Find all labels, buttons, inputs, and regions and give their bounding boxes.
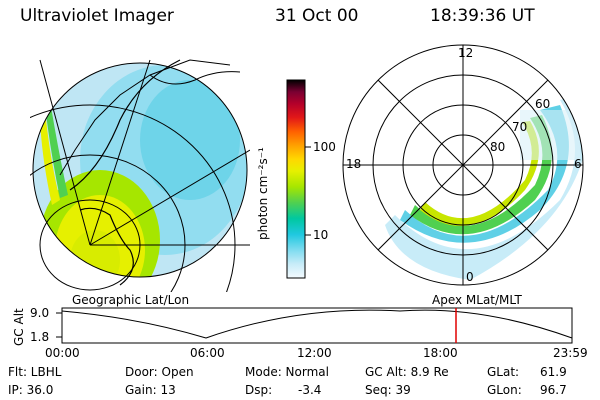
- date-label: 31 Oct 00: [275, 6, 359, 26]
- mlt-label-18: 18: [346, 157, 362, 171]
- right-projection-label: Apex MLat/MLT: [432, 293, 522, 307]
- info-glon-value: 96.7: [540, 383, 567, 397]
- timeline-axis-label: GC Alt: [12, 308, 26, 346]
- mlat-label-60: 60: [535, 97, 551, 111]
- colorbar-gradient: [286, 79, 306, 279]
- mlat-label-80: 80: [490, 140, 506, 154]
- left-projection-label: Geographic Lat/Lon: [72, 293, 190, 307]
- colorbar-label-10: 10: [313, 228, 329, 242]
- timeline-y-low: 1.8: [30, 330, 50, 344]
- info-dsp-label: Dsp:: [245, 383, 273, 397]
- mlt-label-12: 12: [458, 46, 474, 60]
- info-glon-label: GLon:: [487, 383, 522, 397]
- timeline-y-high: 9.0: [30, 306, 50, 320]
- timeline-x-0600: 06:00: [190, 346, 225, 360]
- time-label: 18:39:36 UT: [430, 6, 535, 26]
- info-door: Door: Open: [125, 365, 194, 379]
- colorbar-unit-label: photon cm⁻²s⁻¹: [256, 147, 270, 240]
- timeline-x-2359: 23:59: [553, 346, 588, 360]
- info-glat-label: GLat:: [487, 365, 520, 379]
- info-seq: Seq: 39: [365, 383, 411, 397]
- colorbar-label-100: 100: [313, 140, 336, 154]
- mlt-label-6: 6: [574, 157, 582, 171]
- info-glat-value: 61.9: [540, 365, 567, 379]
- info-gain: Gain: 13: [125, 383, 176, 397]
- mlt-label-0: 0: [466, 270, 474, 284]
- info-gcalt: GC Alt: 8.9 Re: [365, 365, 449, 379]
- polar-image: [342, 44, 584, 286]
- altitude-timeline: [56, 307, 573, 344]
- timeline-x-1800: 18:00: [423, 346, 458, 360]
- instrument-title: Ultraviolet Imager: [20, 6, 174, 26]
- info-ip: IP: 36.0: [8, 383, 54, 397]
- mlat-label-70: 70: [512, 120, 528, 134]
- timeline-frame: [61, 307, 573, 344]
- timeline-x-1200: 12:00: [297, 346, 332, 360]
- timeline-x-0000: 00:00: [45, 346, 80, 360]
- info-dsp-value: -3.4: [298, 383, 322, 397]
- info-flt: Flt: LBHL: [8, 365, 62, 379]
- altitude-curve: [61, 309, 573, 339]
- info-mode: Mode: Normal: [245, 365, 329, 379]
- colorbar: [286, 79, 311, 279]
